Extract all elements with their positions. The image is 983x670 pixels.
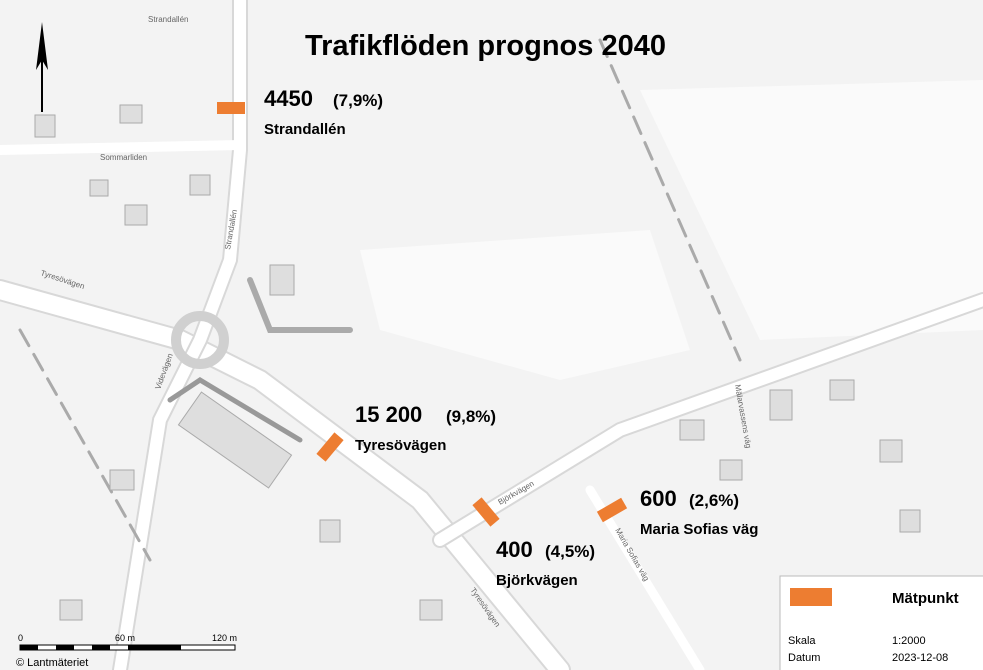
flow-share: (9,8%) — [446, 407, 496, 426]
scale-label: 0 — [18, 633, 23, 643]
street-name: Tyresövägen — [355, 437, 446, 454]
flow-share: (7,9%) — [333, 91, 383, 110]
legend-label: Datum — [788, 652, 820, 664]
flow-value: 400 — [496, 537, 533, 562]
flow-value: 4450 — [264, 86, 313, 111]
legend-value: 1:2000 — [892, 635, 926, 647]
credit: © Lantmäteriet — [16, 657, 88, 669]
scale-label: 60 m — [115, 633, 135, 643]
marker — [596, 497, 628, 523]
flow-value: 600 — [640, 486, 677, 511]
flow-labels: 4450 (7,9%) Strandallén 15 200 (9,8%) Ty… — [264, 86, 758, 589]
marker — [472, 497, 500, 527]
street-label: Strandallén — [148, 15, 188, 24]
flow-share: (2,6%) — [689, 491, 739, 510]
legend-label: Skala — [788, 635, 816, 647]
marker — [316, 432, 344, 462]
map-title: Trafikflöden prognos 2040 — [305, 30, 666, 62]
legend-label: Mätpunkt — [892, 590, 959, 607]
scale-bar: 0 60 m 120 m — [18, 633, 237, 651]
marker — [217, 102, 245, 114]
legend: Mätpunkt Skala 1:2000 Datum 2023-12-08 — [779, 575, 983, 670]
legend-swatch — [790, 588, 832, 606]
street-label: Sommarliden — [100, 153, 147, 162]
measurement-markers — [217, 102, 628, 527]
scale-label: 120 m — [212, 633, 237, 643]
flow-value: 15 200 — [355, 402, 422, 427]
flow-share: (4,5%) — [545, 542, 595, 561]
street-name: Maria Sofias väg — [640, 521, 758, 538]
street-name: Strandallén — [264, 121, 346, 138]
north-arrow — [36, 22, 48, 112]
street-name: Björkvägen — [496, 572, 578, 589]
legend-value: 2023-12-08 — [892, 652, 948, 664]
